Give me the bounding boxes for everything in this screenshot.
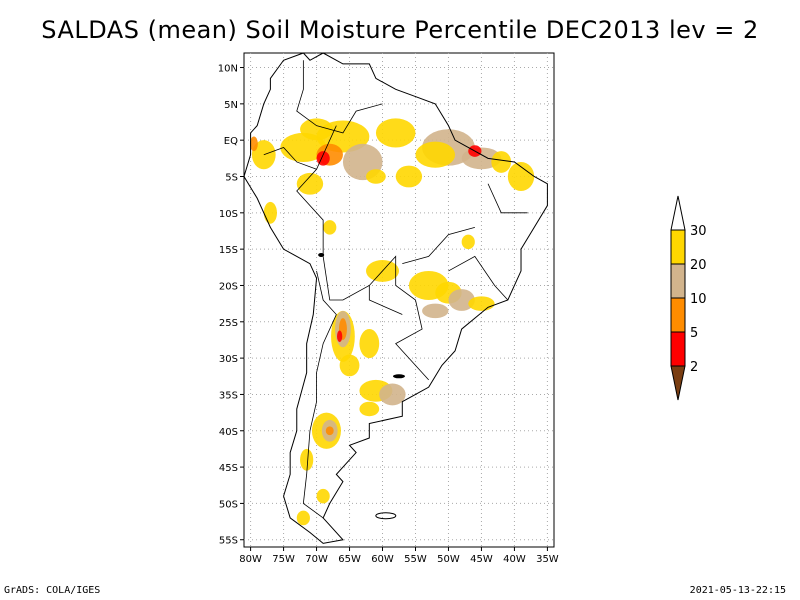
colorbar-label: 20 xyxy=(690,258,707,273)
lat-tick-label: 30S xyxy=(219,354,238,365)
lon-tick-label: 75W xyxy=(272,554,295,565)
footer-credit: GrADS: COLA/IGES xyxy=(4,585,101,596)
lat-tick-label: 45S xyxy=(219,463,238,474)
percentile-blob xyxy=(422,303,449,319)
percentile-blob xyxy=(415,141,456,168)
percentile-blob xyxy=(251,140,276,170)
percentile-blob xyxy=(375,118,416,148)
percentile-blob xyxy=(300,448,314,471)
percentile-blob xyxy=(323,220,337,235)
falkland-islands xyxy=(375,512,397,520)
percentile-blob xyxy=(300,118,334,141)
colorbar-segment xyxy=(670,331,686,367)
percentile-blob xyxy=(337,330,343,343)
percentile-blob xyxy=(263,201,277,224)
percentile-blob xyxy=(296,510,310,526)
lat-axis: 10N 5N EQ 5S 10S 15S 20S 25S 30S 35S 40S 45S 50S 55S xyxy=(218,64,244,547)
percentile-blob xyxy=(316,151,330,166)
colorbar-top-arrow xyxy=(670,195,686,231)
lon-tick-label: 50W xyxy=(437,554,460,565)
percentile-blob xyxy=(359,329,380,359)
country-border xyxy=(368,285,403,315)
percentile-blob xyxy=(296,172,324,195)
percentile-blob xyxy=(468,296,495,311)
lon-tick-label: 80W xyxy=(239,554,262,565)
lon-tick-label: 45W xyxy=(470,554,493,565)
percentile-blob xyxy=(448,289,475,311)
percentile-blob xyxy=(507,161,535,192)
lat-tick-label: 40S xyxy=(219,427,238,438)
chart-title: SALDAS (mean) Soil Moisture Percentile D… xyxy=(41,16,759,44)
continent-outline xyxy=(243,52,548,544)
percentile-blob xyxy=(359,401,380,417)
percentile-blob xyxy=(339,354,360,377)
percentile-blob xyxy=(325,426,334,436)
lon-tick-label: 70W xyxy=(305,554,328,565)
map-frame xyxy=(243,52,555,548)
colorbar-bottom-arrow xyxy=(670,365,686,401)
colorbar-label: 5 xyxy=(690,326,698,341)
percentile-blob xyxy=(249,136,258,152)
lon-tick-label: 35W xyxy=(536,554,559,565)
colorbar-label: 2 xyxy=(690,360,698,375)
lon-tick-label: 60W xyxy=(371,554,394,565)
lat-tick-label: 15S xyxy=(219,245,238,256)
percentile-blob xyxy=(316,488,330,504)
country-border xyxy=(487,183,528,214)
lagoon xyxy=(393,374,405,379)
colorbar: 30 20 10 5 2 xyxy=(670,195,707,401)
lon-tick-label: 40W xyxy=(503,554,526,565)
colorbar-label: 30 xyxy=(690,224,707,239)
colorbar-segment xyxy=(670,229,686,265)
lat-tick-label: 5S xyxy=(225,173,238,184)
country-border xyxy=(402,226,475,265)
colorbar-segment xyxy=(670,263,686,299)
percentile-blob xyxy=(395,165,423,188)
country-border xyxy=(263,146,317,170)
lon-axis: 80W 75W 70W 65W 60W 55W 50W 45W 40W 35W xyxy=(239,547,559,565)
lat-tick-label: 5N xyxy=(224,100,238,111)
lat-tick-label: 55S xyxy=(219,536,238,547)
lat-tick-label: 10N xyxy=(218,64,238,75)
colorbar-segment xyxy=(670,297,686,333)
lat-tick-label: 50S xyxy=(219,499,238,510)
footer-timestamp: 2021-05-13-22:15 xyxy=(689,585,786,596)
lon-tick-label: 55W xyxy=(404,554,427,565)
percentile-blob xyxy=(379,383,406,406)
percentile-blob xyxy=(280,132,327,162)
country-border xyxy=(448,255,509,301)
lat-tick-label: 10S xyxy=(219,209,238,220)
colorbar-label: 10 xyxy=(690,292,707,307)
lat-tick-label: 35S xyxy=(219,390,238,401)
percentile-blob xyxy=(491,151,512,173)
coastline xyxy=(243,52,548,544)
lon-tick-label: 65W xyxy=(338,554,361,565)
lat-tick-label: 20S xyxy=(219,281,238,292)
lat-tick-label: 25S xyxy=(219,318,238,329)
lake-titicaca xyxy=(318,252,325,257)
percentile-blob xyxy=(461,234,475,250)
percentile-blob xyxy=(366,169,386,184)
country-border xyxy=(296,60,383,134)
lat-tick-label: EQ xyxy=(224,136,238,147)
country-border xyxy=(302,270,337,519)
